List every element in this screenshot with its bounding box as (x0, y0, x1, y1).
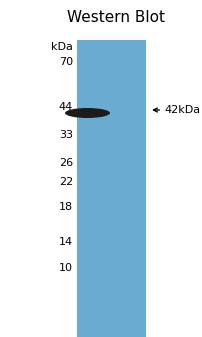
Text: 33: 33 (59, 130, 73, 140)
Text: 42kDa: 42kDa (163, 105, 199, 115)
Text: 70: 70 (59, 57, 73, 67)
Ellipse shape (65, 108, 109, 118)
Text: Western Blot: Western Blot (66, 10, 164, 26)
Text: kDa: kDa (51, 42, 73, 52)
Text: 22: 22 (59, 177, 73, 187)
Text: 10: 10 (59, 263, 73, 273)
Text: 44: 44 (59, 102, 73, 112)
Text: 18: 18 (59, 202, 73, 212)
Text: 14: 14 (59, 237, 73, 247)
Text: 26: 26 (59, 158, 73, 168)
Bar (77, 40, 145, 337)
